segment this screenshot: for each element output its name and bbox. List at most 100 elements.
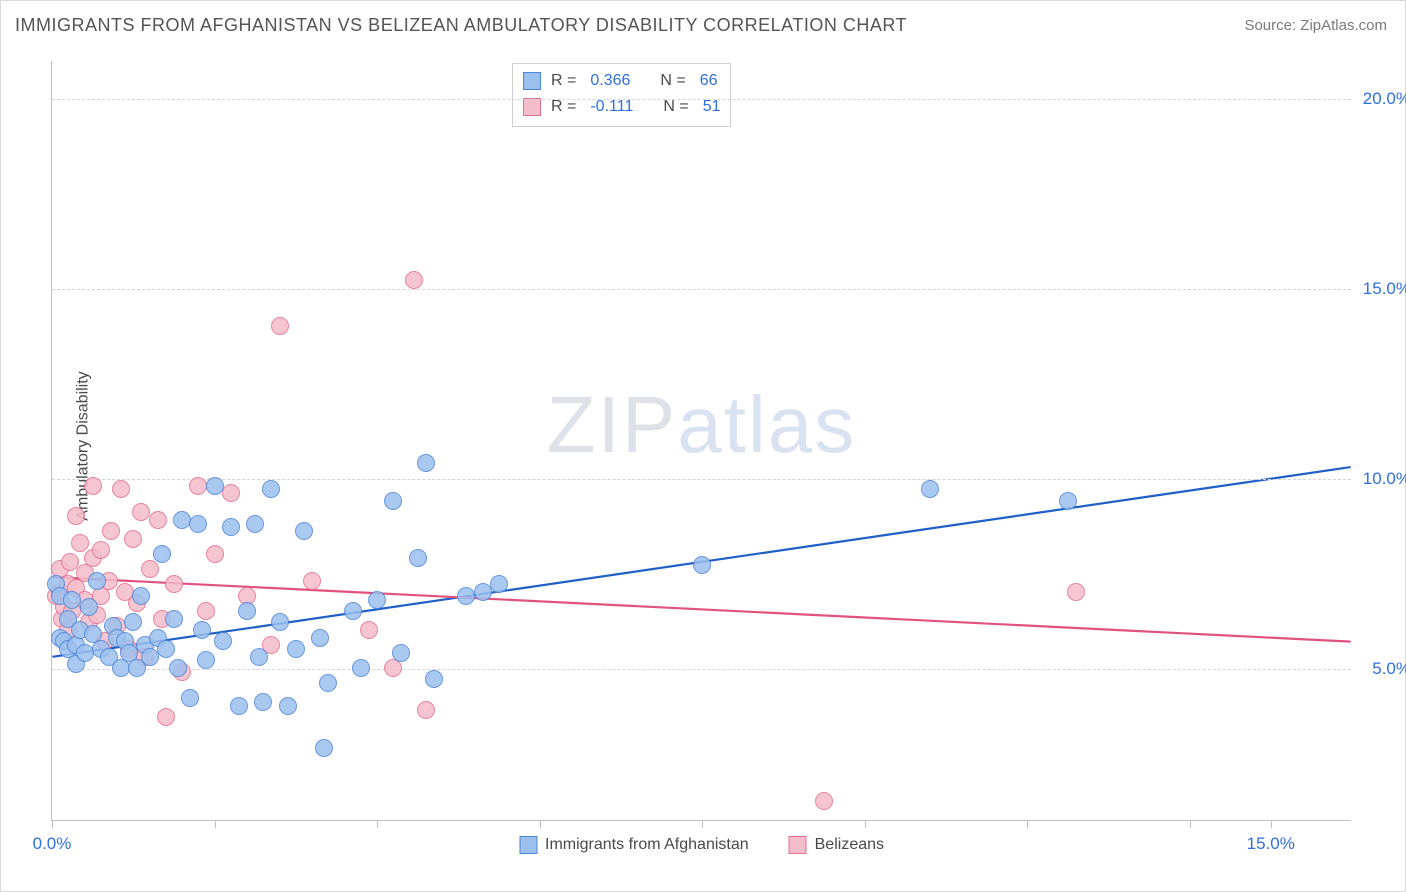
source-attribution: Source: ZipAtlas.com: [1244, 17, 1387, 34]
data-point: [181, 689, 199, 707]
data-point: [254, 693, 272, 711]
data-point: [457, 587, 475, 605]
stat-value-n-belizeans: 51: [703, 98, 721, 116]
data-point: [124, 530, 142, 548]
data-point: [165, 610, 183, 628]
stat-label-n: N =: [660, 72, 685, 90]
data-point: [352, 659, 370, 677]
data-point: [124, 613, 142, 631]
stats-row-afghan: R = 0.366 N = 66: [523, 68, 720, 94]
data-point: [157, 640, 175, 658]
y-tick-label: 20.0%: [1363, 89, 1406, 109]
data-point: [214, 632, 232, 650]
data-point: [368, 591, 386, 609]
data-point: [1059, 492, 1077, 510]
data-point: [173, 511, 191, 529]
x-tick: [52, 820, 53, 828]
data-point: [157, 708, 175, 726]
data-point: [271, 317, 289, 335]
bottom-legend: Immigrants from Afghanistan Belizeans: [519, 836, 884, 854]
data-point: [921, 480, 939, 498]
data-point: [189, 515, 207, 533]
chart-container: IMMIGRANTS FROM AFGHANISTAN VS BELIZEAN …: [0, 0, 1406, 892]
data-point: [206, 545, 224, 563]
data-point: [693, 556, 711, 574]
data-point: [141, 648, 159, 666]
data-point: [141, 560, 159, 578]
data-point: [295, 522, 313, 540]
data-point: [169, 659, 187, 677]
data-point: [165, 575, 183, 593]
data-point: [360, 621, 378, 639]
series-swatch-afghan: [523, 72, 541, 90]
x-tick: [865, 820, 866, 828]
watermark-part2: atlas: [677, 380, 856, 469]
x-tick: [1190, 820, 1191, 828]
data-point: [71, 534, 89, 552]
data-point: [262, 480, 280, 498]
data-point: [250, 648, 268, 666]
stats-legend-box: R = 0.366 N = 66 R = -0.111 N = 51: [512, 63, 731, 127]
x-tick: [540, 820, 541, 828]
stat-label-r: R =: [551, 72, 576, 90]
data-point: [246, 515, 264, 533]
y-tick-label: 5.0%: [1372, 659, 1406, 679]
data-point: [311, 629, 329, 647]
data-point: [92, 541, 110, 559]
data-point: [222, 484, 240, 502]
y-tick-label: 15.0%: [1363, 279, 1406, 299]
data-point: [149, 511, 167, 529]
data-point: [193, 621, 211, 639]
data-point: [197, 651, 215, 669]
data-point: [230, 697, 248, 715]
data-point: [88, 572, 106, 590]
data-point: [417, 454, 435, 472]
data-point: [1067, 583, 1085, 601]
y-tick-label: 10.0%: [1363, 469, 1406, 489]
data-point: [409, 549, 427, 567]
gridline: [52, 479, 1351, 480]
x-tick-label: 0.0%: [33, 834, 72, 854]
watermark: ZIPatlas: [547, 379, 856, 471]
gridline: [52, 669, 1351, 670]
x-tick: [1027, 820, 1028, 828]
legend-label-afghan: Immigrants from Afghanistan: [545, 836, 749, 854]
data-point: [425, 670, 443, 688]
data-point: [303, 572, 321, 590]
data-point: [344, 602, 362, 620]
data-point: [474, 583, 492, 601]
x-tick: [1271, 820, 1272, 828]
x-tick: [377, 820, 378, 828]
data-point: [84, 477, 102, 495]
data-point: [132, 587, 150, 605]
legend-swatch-afghan: [519, 836, 537, 854]
legend-item-belizeans: Belizeans: [789, 836, 884, 854]
gridline: [52, 99, 1351, 100]
stat-value-n-afghan: 66: [700, 72, 718, 90]
data-point: [417, 701, 435, 719]
data-point: [315, 739, 333, 757]
stats-row-belizeans: R = -0.111 N = 51: [523, 94, 720, 120]
plot-area: ZIPatlas R = 0.366 N = 66 R = -0.111 N =…: [51, 61, 1351, 821]
data-point: [815, 792, 833, 810]
stat-label-n: N =: [663, 98, 688, 116]
data-point: [206, 477, 224, 495]
data-point: [319, 674, 337, 692]
data-point: [490, 575, 508, 593]
data-point: [405, 271, 423, 289]
data-point: [197, 602, 215, 620]
stat-value-r-afghan: 0.366: [590, 72, 630, 90]
data-point: [287, 640, 305, 658]
data-point: [392, 644, 410, 662]
legend-item-afghan: Immigrants from Afghanistan: [519, 836, 749, 854]
legend-swatch-belizeans: [789, 836, 807, 854]
watermark-part1: ZIP: [547, 380, 677, 469]
data-point: [80, 598, 98, 616]
data-point: [384, 492, 402, 510]
chart-title: IMMIGRANTS FROM AFGHANISTAN VS BELIZEAN …: [15, 15, 907, 36]
data-point: [153, 545, 171, 563]
x-tick-label: 15.0%: [1247, 834, 1295, 854]
data-point: [112, 480, 130, 498]
stat-label-r: R =: [551, 98, 576, 116]
stat-value-r-belizeans: -0.111: [590, 98, 633, 116]
